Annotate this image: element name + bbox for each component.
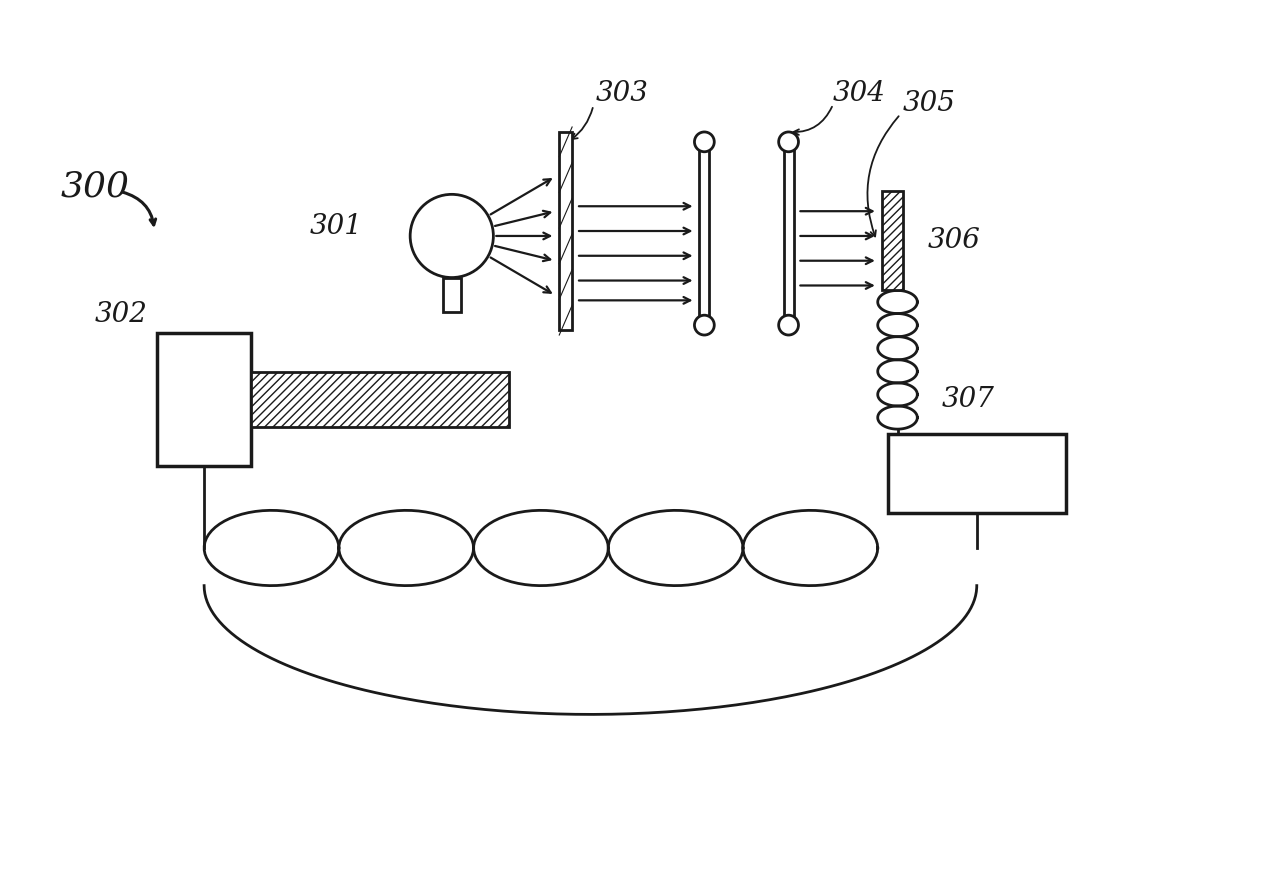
Bar (157, 332, 251, 466)
Bar (700, 141, 709, 325)
Circle shape (779, 132, 798, 152)
Text: 301: 301 (310, 212, 362, 240)
Circle shape (411, 194, 493, 278)
Bar (784, 141, 793, 325)
Text: 307: 307 (942, 386, 995, 413)
Text: 305: 305 (903, 90, 955, 117)
Circle shape (695, 316, 714, 335)
Bar (442, 278, 460, 312)
Bar (560, 132, 572, 330)
Text: 304: 304 (833, 80, 886, 107)
Bar (887, 434, 1066, 514)
Text: 303: 303 (595, 80, 648, 107)
Text: 302: 302 (94, 301, 147, 328)
Text: 300: 300 (60, 170, 130, 203)
Bar (251, 371, 509, 427)
Circle shape (695, 132, 714, 152)
Text: 306: 306 (927, 227, 980, 255)
Circle shape (779, 316, 798, 335)
Bar (882, 191, 904, 291)
